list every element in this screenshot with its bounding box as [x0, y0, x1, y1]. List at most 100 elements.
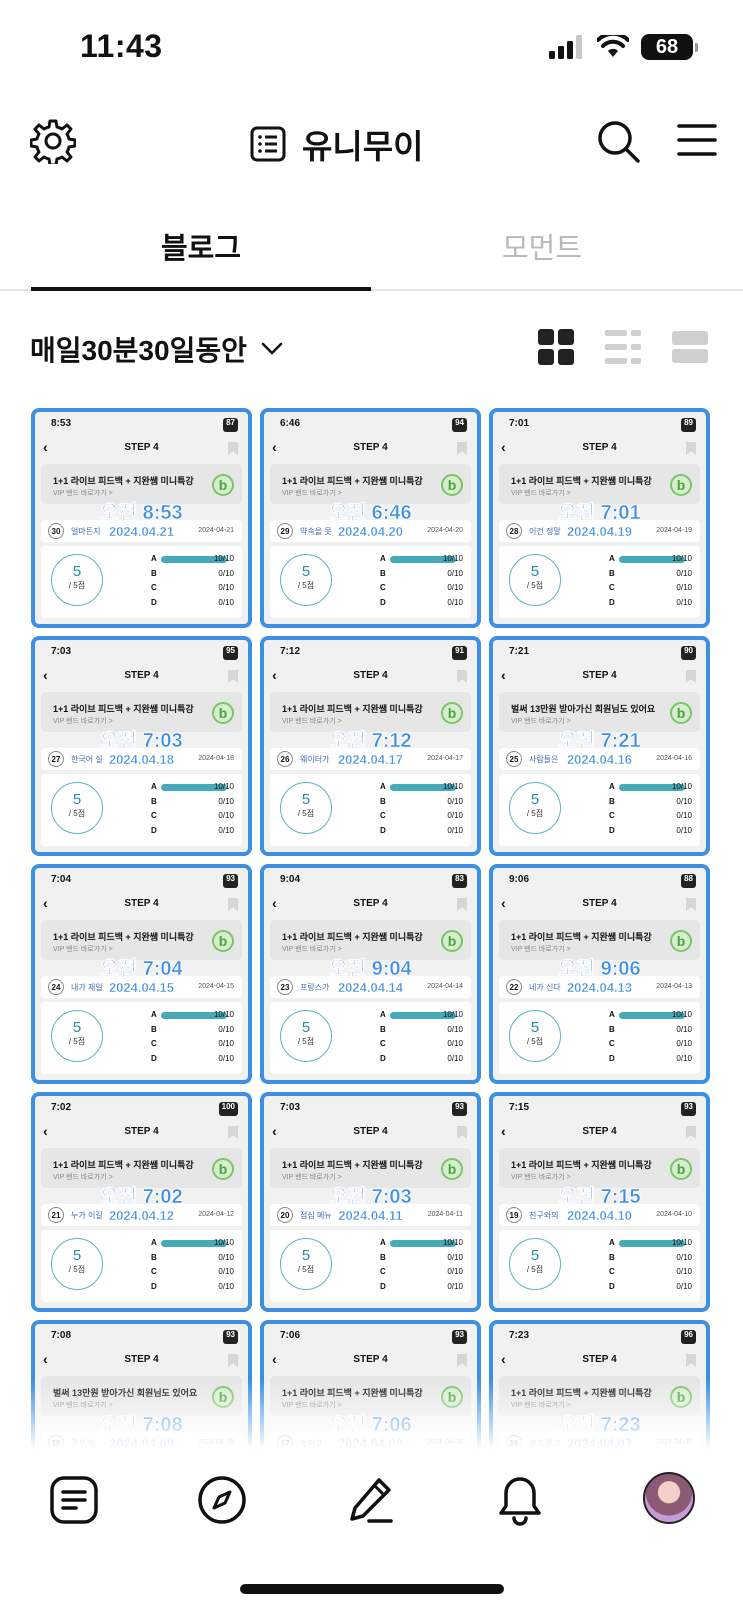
thumb-battery: 96: [681, 1330, 696, 1344]
back-chevron-icon: ‹: [501, 895, 506, 911]
thumb-time: 7:21: [509, 646, 530, 657]
score-circle: 5 / 5점: [509, 554, 561, 606]
grade-label: B: [151, 1252, 157, 1262]
thumb-lesson-row: 25 사람들은 2024-04-16: [499, 748, 700, 770]
list-icon: [250, 126, 286, 162]
thumb-battery: 83: [452, 874, 467, 888]
score-value: 5: [72, 563, 82, 580]
tab-blog[interactable]: 블로그: [160, 233, 242, 265]
grade-row: C 0/10: [151, 581, 234, 596]
score-circle: 5 / 5점: [51, 1010, 103, 1062]
score-value: 5: [301, 1247, 311, 1264]
lesson-number: 20: [277, 1207, 293, 1223]
thumb-status-bar: 7:15 93: [509, 1102, 696, 1116]
pencil-write-icon[interactable]: [345, 1474, 397, 1526]
grade-list: A 10/10 B 0/10 C 0/10 D 0/10: [151, 1008, 234, 1066]
thumb-lesson-row: 30 얼마든지 2024-04-21: [41, 520, 242, 542]
band-logo-icon: b: [441, 474, 463, 496]
single-list-view-icon[interactable]: [672, 329, 708, 365]
tab-moment[interactable]: 모먼트: [501, 233, 583, 265]
thumb-score-card: 5 / 5점 A 10/10 B 0/10 C 0/10 D 0/10: [499, 1230, 700, 1302]
grade-row: D 0/10: [380, 1280, 463, 1295]
score-circle: 5 / 5점: [51, 1238, 103, 1290]
grade-label: A: [151, 782, 157, 791]
grade-value: 0/10: [447, 1267, 463, 1276]
header-title-group[interactable]: 유니무이: [250, 120, 423, 168]
post-thumbnail[interactable]: 7:04 93 ‹ STEP 4 1+1 라이브 피드백 + 지완쌤 미니특강 …: [31, 864, 252, 1084]
bottom-nav: [0, 1450, 743, 1608]
banner-title: 1+1 라이브 피드백 + 지완쌤 미니특강: [511, 932, 652, 942]
overlay-date: 2024.04.12: [108, 1208, 175, 1223]
overlay-date: 2024.04.19: [566, 524, 633, 539]
post-thumbnail[interactable]: 7:12 91 ‹ STEP 4 1+1 라이브 피드백 + 지완쌤 미니특강 …: [260, 636, 481, 856]
banner-title: 1+1 라이브 피드백 + 지완쌤 미니특강: [282, 932, 423, 942]
grade-value: 0/10: [218, 1039, 234, 1048]
grade-label: C: [151, 583, 157, 592]
lesson-number: 22: [506, 979, 522, 995]
grade-label: D: [151, 825, 157, 835]
post-thumbnail[interactable]: 6:46 94 ‹ STEP 4 1+1 라이브 피드백 + 지완쌤 미니특강 …: [260, 408, 481, 628]
grade-row: A 10/10: [609, 1008, 692, 1023]
bookmark-icon: [457, 898, 467, 911]
post-thumbnail[interactable]: 7:01 89 ‹ STEP 4 1+1 라이브 피드백 + 지완쌤 미니특강 …: [489, 408, 710, 628]
grade-row: C 0/10: [380, 1037, 463, 1052]
compass-icon[interactable]: [196, 1474, 248, 1526]
grade-value: 10/10: [213, 1010, 234, 1019]
grade-list: A 10/10 B 0/10 C 0/10 D 0/10: [151, 1236, 234, 1294]
settings-gear-icon[interactable]: [30, 118, 76, 164]
grade-label: B: [380, 1252, 386, 1262]
thumb-status-bar: 7:21 90: [509, 646, 696, 660]
thumb-lesson-row: 19 친구와의 2024-04-10: [499, 1204, 700, 1226]
thumb-score-card: 5 / 5점 A 10/10 B 0/10 C 0/10 D 0/10: [270, 546, 471, 618]
grade-value: 10/10: [671, 554, 692, 563]
banner-sub: VIP 밴드 바로가기 >: [53, 946, 113, 953]
banner-sub: VIP 밴드 바로가기 >: [53, 1174, 113, 1181]
cellular-signal-icon: [549, 35, 582, 59]
search-icon[interactable]: [595, 118, 641, 164]
home-indicator: [240, 1584, 504, 1594]
overlay-time: 오전 7:03: [100, 730, 183, 753]
profile-avatar[interactable]: [643, 1472, 695, 1524]
post-thumbnail[interactable]: 7:21 90 ‹ STEP 4 벌써 13만원 받아가신 회원님도 있어요 V…: [489, 636, 710, 856]
two-line-list-view-icon[interactable]: [605, 329, 641, 365]
bell-icon[interactable]: [494, 1474, 546, 1526]
feed-icon[interactable]: [48, 1474, 100, 1526]
thumb-score-card: 5 / 5점 A 10/10 B 0/10 C 0/10 D 0/10: [41, 1002, 242, 1074]
post-thumbnail[interactable]: 7:02 100 ‹ STEP 4 1+1 라이브 피드백 + 지완쌤 미니특강…: [31, 1092, 252, 1312]
score-circle: 5 / 5점: [51, 554, 103, 606]
grade-list: A 10/10 B 0/10 C 0/10 D 0/10: [151, 552, 234, 610]
score-value: 5: [301, 563, 311, 580]
lesson-snippet: 내가 제일: [71, 983, 103, 992]
post-thumbnail[interactable]: 7:15 93 ‹ STEP 4 1+1 라이브 피드백 + 지완쌤 미니특강 …: [489, 1092, 710, 1312]
grid-view-icon[interactable]: [538, 329, 574, 365]
post-thumbnail[interactable]: 9:04 83 ‹ STEP 4 1+1 라이브 피드백 + 지완쌤 미니특강 …: [260, 864, 481, 1084]
banner-title: 1+1 라이브 피드백 + 지완쌤 미니특강: [53, 476, 194, 486]
lesson-number: 27: [48, 751, 64, 767]
score-circle: 5 / 5점: [51, 782, 103, 834]
post-thumbnail[interactable]: 8:53 87 ‹ STEP 4 1+1 라이브 피드백 + 지완쌤 미니특강 …: [31, 408, 252, 628]
grade-label: A: [151, 1010, 157, 1019]
post-thumbnail[interactable]: 9:06 88 ‹ STEP 4 1+1 라이브 피드백 + 지완쌤 미니특강 …: [489, 864, 710, 1084]
category-dropdown[interactable]: 매일30분30일동안: [30, 329, 283, 369]
grade-bar: [161, 1012, 227, 1019]
grade-bar: [619, 1012, 685, 1019]
overlay-time: 오전 8:53: [100, 502, 183, 525]
grade-row: A 10/10: [151, 1008, 234, 1023]
lesson-date: 2024-04-20: [427, 527, 463, 534]
thumb-time: 9:04: [280, 874, 301, 885]
grade-value: 0/10: [447, 1053, 463, 1063]
grade-row: D 0/10: [380, 824, 463, 839]
grade-value: 0/10: [676, 796, 692, 806]
banner-sub: VIP 밴드 바로가기 >: [282, 718, 342, 725]
thumb-step: STEP 4: [124, 898, 159, 909]
status-time: 11:43: [80, 28, 163, 64]
grade-label: C: [609, 583, 615, 592]
thumb-step: STEP 4: [582, 1354, 617, 1365]
hamburger-menu-icon[interactable]: [677, 120, 717, 160]
post-thumbnail[interactable]: 7:03 95 ‹ STEP 4 1+1 라이브 피드백 + 지완쌤 미니특강 …: [31, 636, 252, 856]
thumb-score-card: 5 / 5점 A 10/10 B 0/10 C 0/10 D 0/10: [270, 1002, 471, 1074]
back-chevron-icon: ‹: [43, 667, 48, 683]
thumb-time: 6:46: [280, 418, 301, 429]
post-thumbnail[interactable]: 7:03 93 ‹ STEP 4 1+1 라이브 피드백 + 지완쌤 미니특강 …: [260, 1092, 481, 1312]
grade-list: A 10/10 B 0/10 C 0/10 D 0/10: [609, 1008, 692, 1066]
